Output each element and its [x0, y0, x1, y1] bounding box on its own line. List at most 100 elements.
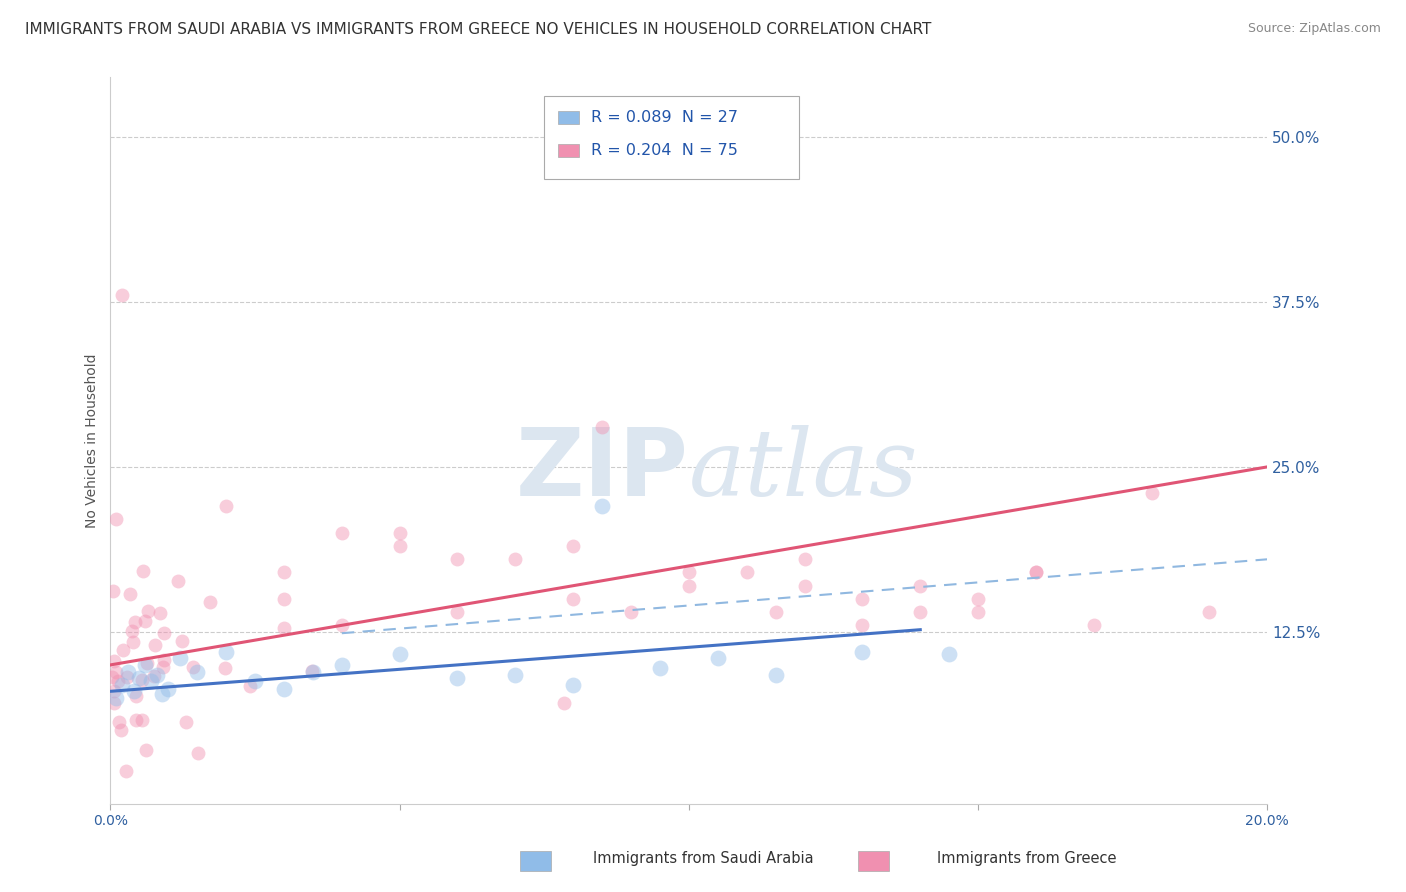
Point — [1083, 618, 1105, 632]
Point — [167, 574, 190, 588]
Point — [273, 681, 295, 696]
FancyBboxPatch shape — [558, 144, 579, 157]
Point — [136, 604, 159, 618]
Point — [181, 660, 204, 674]
Point — [153, 626, 176, 640]
Point — [103, 697, 125, 711]
Point — [388, 525, 411, 540]
Y-axis label: No Vehicles in Household: No Vehicles in Household — [86, 353, 100, 528]
Point — [105, 690, 128, 705]
Point — [591, 500, 613, 514]
Point — [112, 643, 135, 657]
Point — [115, 764, 138, 778]
Point — [330, 525, 353, 540]
Point — [170, 634, 193, 648]
Point — [239, 679, 262, 693]
Point — [388, 648, 411, 662]
Point — [135, 743, 157, 757]
Point — [124, 615, 146, 629]
Point — [132, 564, 155, 578]
Point — [115, 670, 138, 684]
Point — [967, 591, 990, 606]
Point — [105, 665, 128, 679]
Point — [330, 657, 353, 672]
Point — [243, 673, 266, 688]
Point — [215, 500, 238, 514]
FancyBboxPatch shape — [558, 111, 579, 124]
Point — [330, 618, 353, 632]
Point — [446, 671, 468, 685]
Point — [176, 715, 198, 730]
Text: Immigrants from Saudi Arabia: Immigrants from Saudi Arabia — [593, 851, 813, 865]
Point — [111, 678, 134, 692]
Text: atlas: atlas — [689, 425, 918, 515]
Point — [910, 605, 932, 619]
Point — [851, 618, 873, 632]
Point — [446, 552, 468, 566]
Point — [111, 288, 134, 302]
Point — [301, 665, 323, 679]
Text: IMMIGRANTS FROM SAUDI ARABIA VS IMMIGRANTS FROM GREECE NO VEHICLES IN HOUSEHOLD : IMMIGRANTS FROM SAUDI ARABIA VS IMMIGRAN… — [25, 22, 932, 37]
FancyBboxPatch shape — [544, 95, 799, 179]
Point — [124, 689, 146, 703]
Point — [505, 552, 527, 566]
Point — [121, 624, 143, 638]
Point — [134, 614, 156, 628]
Point — [103, 584, 125, 599]
Point — [938, 648, 960, 662]
Point — [273, 591, 295, 606]
Point — [562, 591, 585, 606]
Point — [1198, 605, 1220, 619]
Point — [910, 579, 932, 593]
Point — [122, 684, 145, 698]
Point — [505, 668, 527, 682]
Point — [678, 566, 700, 580]
Point — [273, 621, 295, 635]
Point — [169, 651, 191, 665]
Text: Source: ZipAtlas.com: Source: ZipAtlas.com — [1247, 22, 1381, 36]
Point — [143, 638, 166, 652]
Point — [149, 606, 172, 620]
Point — [121, 635, 143, 649]
Point — [765, 668, 787, 682]
Point — [648, 660, 671, 674]
Point — [967, 605, 990, 619]
Text: Immigrants from Greece: Immigrants from Greece — [936, 851, 1116, 865]
Point — [103, 683, 125, 698]
Point — [273, 566, 295, 580]
Point — [128, 671, 150, 685]
Point — [562, 539, 585, 553]
Point — [591, 420, 613, 434]
Point — [765, 605, 787, 619]
Point — [851, 591, 873, 606]
Point — [302, 665, 325, 679]
Point — [145, 668, 167, 682]
Point — [198, 595, 221, 609]
Point — [1025, 566, 1047, 580]
Point — [793, 579, 815, 593]
Point — [157, 681, 180, 696]
Point — [125, 713, 148, 727]
Point — [1025, 566, 1047, 580]
Point — [707, 651, 730, 665]
Point — [139, 673, 162, 688]
Point — [620, 605, 643, 619]
Point — [446, 605, 468, 619]
Point — [131, 673, 153, 687]
Text: ZIP: ZIP — [516, 424, 689, 516]
Point — [117, 665, 139, 679]
Point — [793, 552, 815, 566]
Point — [735, 566, 758, 580]
Point — [110, 723, 132, 738]
Point — [153, 653, 176, 667]
Point — [107, 674, 129, 689]
Text: R = 0.089  N = 27: R = 0.089 N = 27 — [591, 110, 738, 125]
Point — [187, 747, 209, 761]
Point — [103, 654, 125, 668]
Point — [214, 661, 236, 675]
Point — [1140, 486, 1163, 500]
Point — [134, 657, 156, 672]
Point — [107, 715, 129, 730]
Point — [851, 645, 873, 659]
Point — [101, 670, 124, 684]
